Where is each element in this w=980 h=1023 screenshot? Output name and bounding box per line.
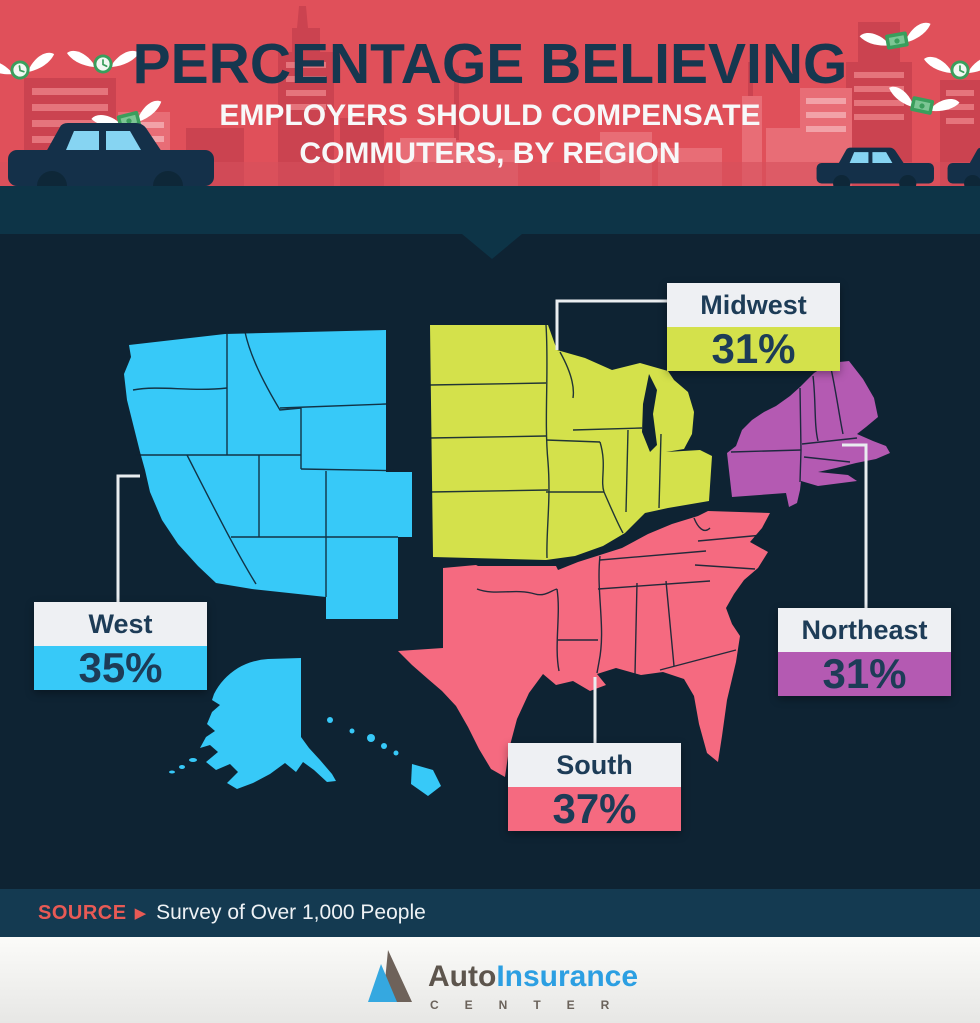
region-value: 31% [667,325,840,372]
car-icon [8,123,214,186]
region-name: South [508,743,681,787]
source-arrow-icon: ▶ [134,905,147,922]
header-banner: PERCENTAGE BELIEVING EMPLOYERS SHOULD CO… [0,0,980,186]
page-subtitle-line1: EMPLOYERS SHOULD COMPENSATE [219,99,761,132]
logo-triangle-icon [368,950,412,1002]
cityscape-illustration [0,6,980,186]
connector-midwest [555,299,667,350]
region-value: 37% [508,785,681,832]
region-label-west: West 35% [34,602,207,691]
brand-name: AutoInsurance [428,962,638,992]
map-region-northeast [727,361,890,507]
connector-northeast [842,443,868,608]
region-name: Midwest [667,283,840,327]
map-region-south [398,511,770,777]
brand-insurance: Insurance [496,960,639,993]
region-value: 31% [778,650,951,697]
brand-auto: Auto [428,960,497,993]
brand-text: AutoInsurance CENTER [428,948,638,1013]
region-name: West [34,602,207,646]
source-text: Survey of Over 1,000 People [156,901,426,924]
region-value: 35% [34,644,207,691]
lake-michigan [642,374,657,452]
brand-logo: AutoInsurance CENTER [366,948,638,1012]
region-label-midwest: Midwest 31% [667,283,840,372]
map-alaska-islands [169,758,197,774]
region-label-northeast: Northeast 31% [778,608,951,697]
footer: AutoInsurance CENTER [0,937,980,1023]
map-region-west [124,330,441,796]
brand-center: CENTER [430,998,636,1012]
header-pointer-notch [462,234,522,259]
page-title: PERCENTAGE BELIEVING [132,32,848,96]
region-name: Northeast [778,608,951,652]
map-state-alaska [200,658,336,789]
connector-west [116,474,140,602]
road-strip [0,186,980,234]
map-section: Midwest 31% West 35% Northeast 31% South… [0,234,980,889]
region-label-south: South 37% [508,743,681,832]
source-label: SOURCE [38,901,127,924]
source-bar: SOURCE ▶ Survey of Over 1,000 People [0,889,980,937]
us-region-map [116,299,890,796]
page-subtitle-line2: COMMUTERS, BY REGION [299,137,681,170]
map-region-midwest [429,324,712,560]
map-state-hawaii [327,717,441,796]
